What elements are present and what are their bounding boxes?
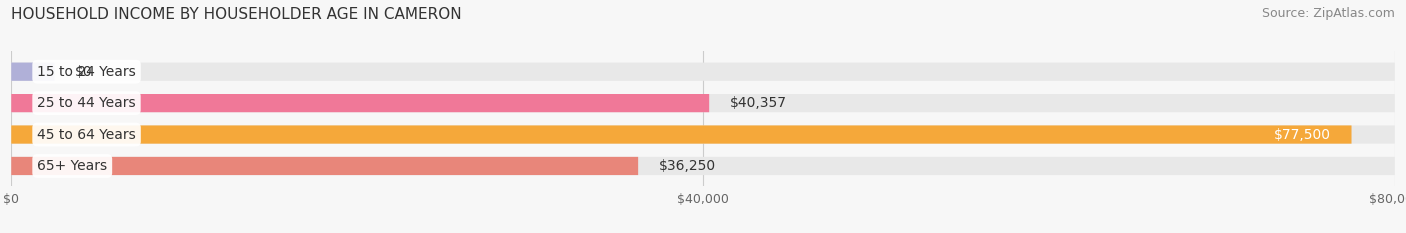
FancyBboxPatch shape (11, 94, 709, 112)
Text: 65+ Years: 65+ Years (37, 159, 107, 173)
Text: Source: ZipAtlas.com: Source: ZipAtlas.com (1261, 7, 1395, 20)
Text: HOUSEHOLD INCOME BY HOUSEHOLDER AGE IN CAMERON: HOUSEHOLD INCOME BY HOUSEHOLDER AGE IN C… (11, 7, 463, 22)
Text: 25 to 44 Years: 25 to 44 Years (37, 96, 136, 110)
FancyBboxPatch shape (11, 125, 1395, 144)
FancyBboxPatch shape (11, 157, 638, 175)
FancyBboxPatch shape (11, 125, 1351, 144)
FancyBboxPatch shape (11, 63, 1395, 81)
FancyBboxPatch shape (11, 94, 1395, 112)
FancyBboxPatch shape (11, 157, 1395, 175)
Text: 15 to 24 Years: 15 to 24 Years (37, 65, 136, 79)
Text: $77,500: $77,500 (1274, 127, 1330, 141)
FancyBboxPatch shape (11, 63, 55, 81)
Text: $0: $0 (76, 65, 93, 79)
Text: 45 to 64 Years: 45 to 64 Years (37, 127, 136, 141)
Text: $40,357: $40,357 (730, 96, 787, 110)
Text: $36,250: $36,250 (659, 159, 716, 173)
